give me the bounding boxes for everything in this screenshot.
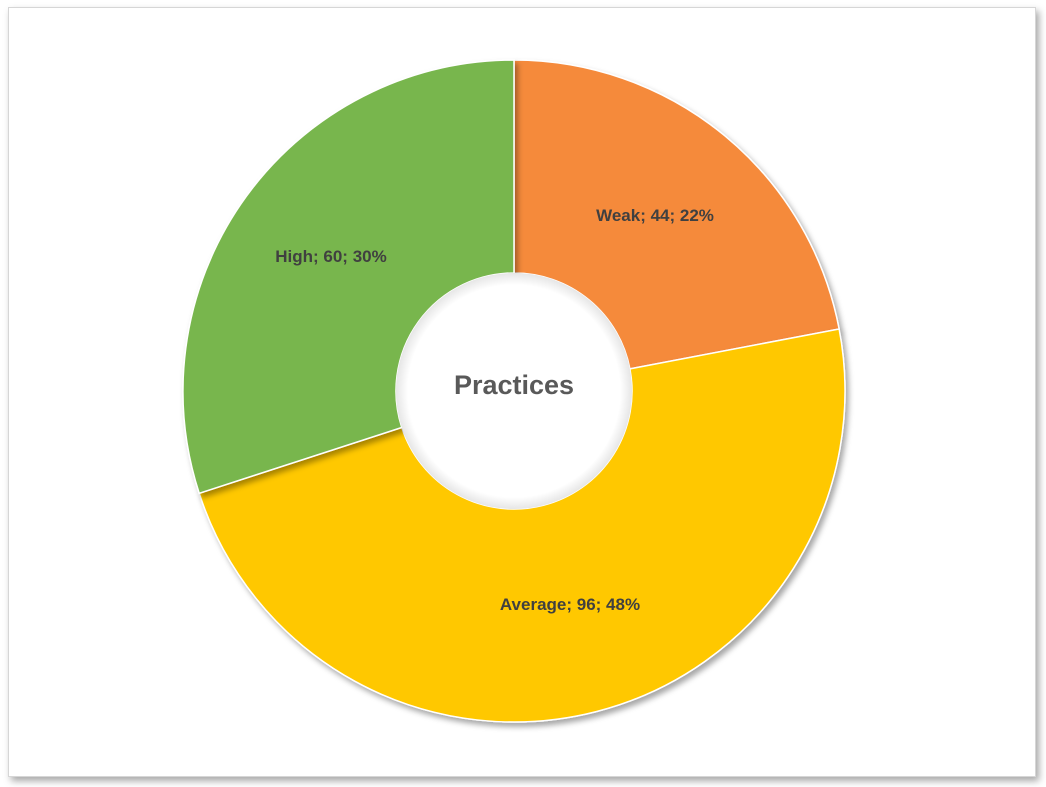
label-group: Weak; 44; 22% Average; 96; 48% High; 60; 3…: [275, 206, 714, 614]
data-label-weak: Weak; 44; 22%: [596, 206, 714, 225]
chart-title: Practices: [454, 370, 574, 400]
data-label-average: Average; 96; 48%: [500, 595, 640, 614]
data-label-high: High; 60; 30%: [275, 247, 386, 266]
slice-group: [182, 59, 846, 723]
doughnut-hole: [396, 273, 632, 509]
